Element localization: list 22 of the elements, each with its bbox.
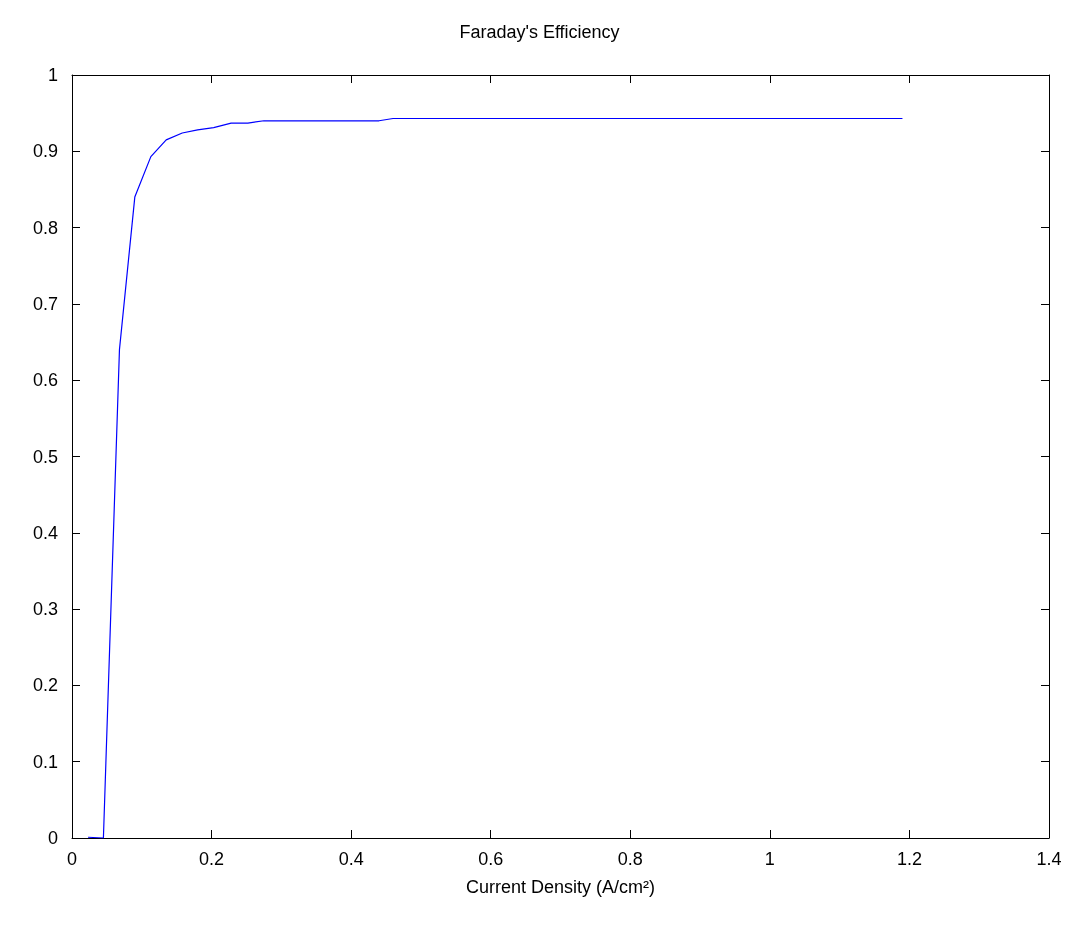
y-tick-label: 0.9 (32, 141, 58, 162)
y-tick-label: 0.8 (32, 217, 58, 238)
x-tick-label: 0 (66, 849, 78, 869)
y-tick-label: 0.6 (32, 370, 58, 391)
chart-title: Faraday's Efficiency (459, 22, 620, 42)
line-series (87, 117, 904, 839)
x-tick-label: 1.2 (896, 849, 922, 869)
y-tick-label: 0.3 (32, 599, 58, 620)
y-tick-label: 0.5 (32, 446, 58, 467)
x-tick-label: 0.2 (199, 849, 225, 869)
x-axis-title: Current Density (A/cm²) (465, 877, 656, 897)
y-tick-label: 1 (47, 65, 58, 85)
x-tick-label: 0.4 (338, 849, 364, 869)
x-tick-label: 1.4 (1036, 849, 1062, 869)
y-tick-label: 0.2 (32, 675, 58, 696)
y-tick-label: 0.7 (32, 293, 58, 314)
x-tick-label: 0.6 (478, 849, 504, 869)
y-tick-label: 0.1 (32, 751, 58, 772)
x-tick-label: 0.8 (617, 849, 643, 869)
y-tick-label: 0.4 (32, 522, 58, 543)
x-tick-label: 1 (764, 849, 775, 869)
y-tick-label: 0 (47, 828, 58, 848)
